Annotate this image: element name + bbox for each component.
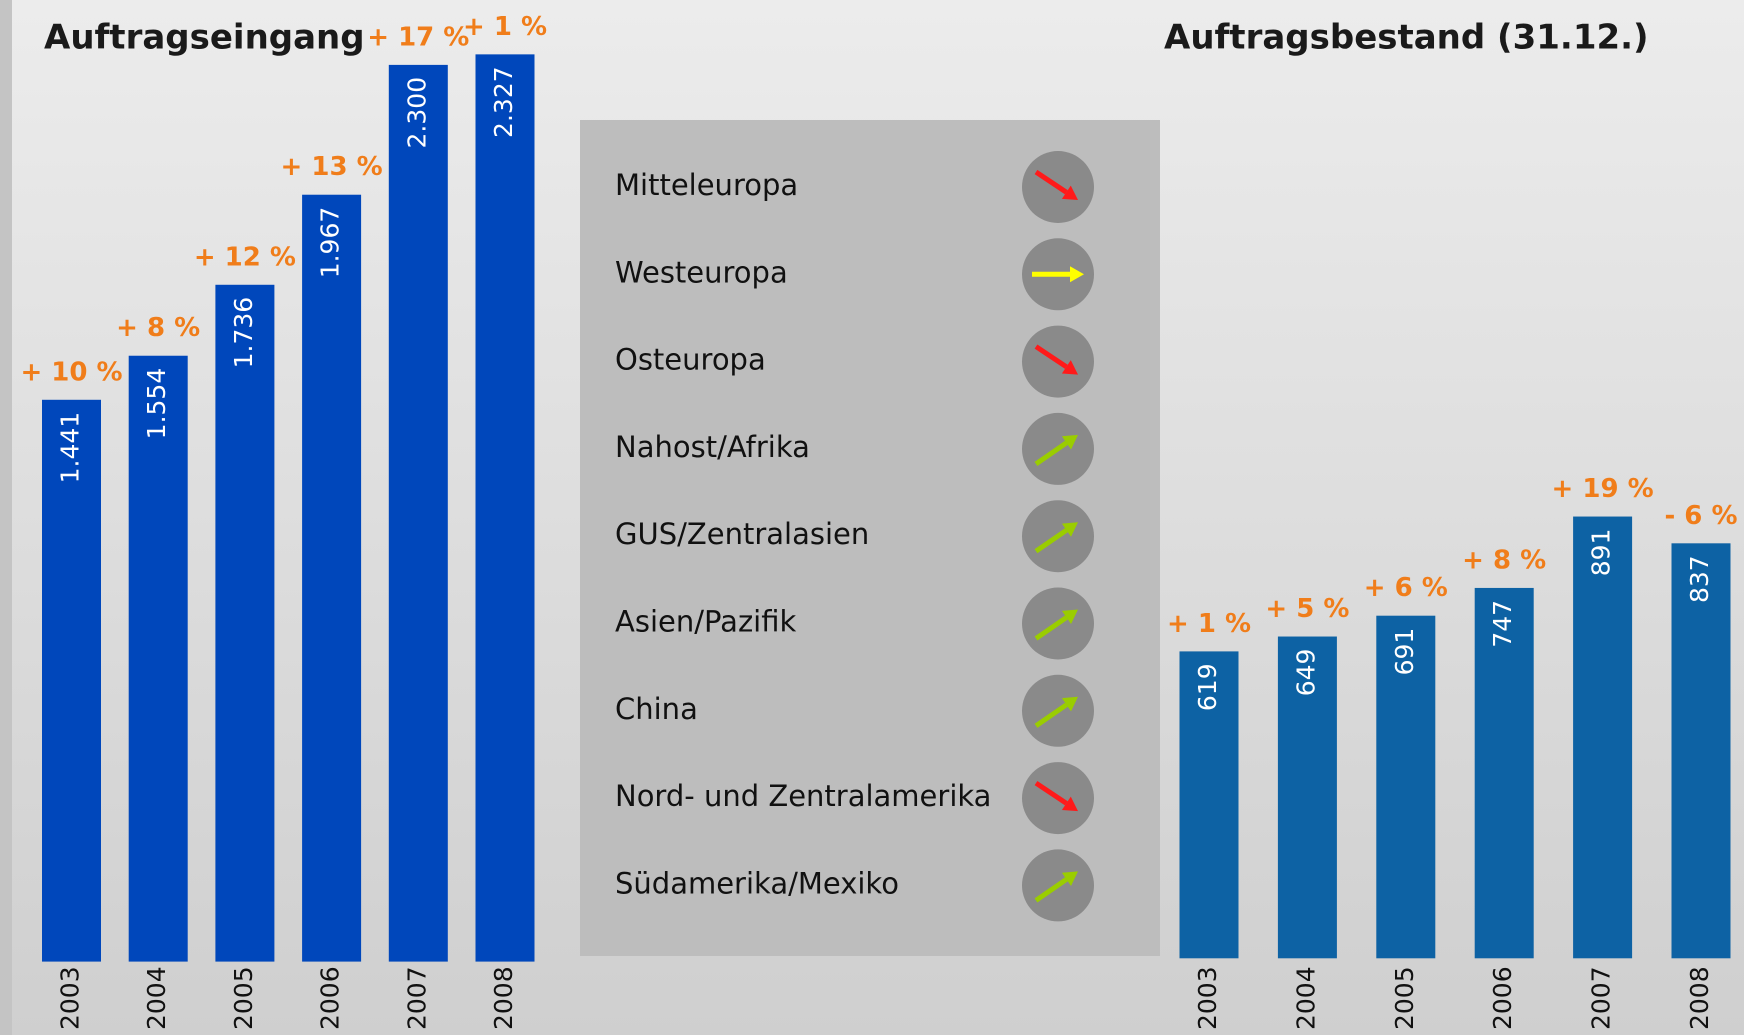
trend-arrowhead (1061, 796, 1078, 812)
bar (42, 399, 101, 962)
x-tick-label: 2007 (402, 966, 431, 1030)
growth-label: + 6 % (1364, 573, 1448, 603)
growth-label: + 1 % (1167, 609, 1251, 639)
bar (1573, 516, 1633, 959)
x-tick-label: 2006 (1488, 966, 1517, 1030)
trend-arrowhead (1061, 871, 1078, 886)
region-label: GUS/Zentralasien (615, 517, 869, 551)
data-label: 691 (1390, 628, 1419, 676)
trend-arrowhead (1061, 185, 1078, 200)
data-label: 1.554 (142, 368, 171, 440)
data-label: 837 (1685, 555, 1714, 603)
growth-label: + 17 % (367, 22, 469, 52)
trend-arrowhead (1061, 522, 1078, 537)
x-tick-label: 2008 (489, 966, 518, 1030)
bar (128, 355, 188, 962)
chart-title: Auftragsbestand (31.12.) (1164, 18, 1649, 58)
x-tick-label: 2005 (229, 966, 258, 1030)
x-tick-label: 2007 (1587, 966, 1616, 1030)
trend-arrowhead (1061, 434, 1078, 450)
bar (1179, 651, 1239, 959)
bar (1277, 636, 1337, 959)
region-label: Westeuropa (615, 255, 788, 289)
x-tick-label: 2003 (56, 966, 85, 1030)
x-tick-label: 2008 (1685, 966, 1714, 1030)
bar (388, 64, 448, 962)
data-label: 2.327 (489, 66, 518, 138)
data-label: 649 (1291, 649, 1320, 697)
x-tick-label: 2006 (316, 966, 345, 1030)
x-tick-label: 2003 (1193, 966, 1222, 1030)
bar (302, 194, 362, 962)
trend-arrow (1034, 702, 1068, 728)
trend-arrow (1034, 169, 1068, 195)
growth-label: - 6 % (1664, 501, 1737, 531)
bar (1671, 543, 1731, 959)
growth-label: + 19 % (1552, 474, 1654, 504)
growth-label: + 5 % (1265, 594, 1349, 624)
trend-arrowhead (1061, 696, 1078, 712)
growth-label: + 8 % (1462, 545, 1546, 575)
trend-arrow (1034, 344, 1068, 369)
trend-arrowhead (1061, 609, 1078, 625)
bar (1474, 587, 1534, 959)
data-label: 1.441 (56, 412, 85, 484)
data-label: 891 (1587, 529, 1616, 577)
trend-arrow (1034, 528, 1068, 554)
data-label: 2.300 (402, 77, 431, 149)
trend-arrowhead (1070, 266, 1084, 283)
region-label: Asien/Pazifik (615, 605, 796, 639)
region-label: Nahost/Afrika (615, 430, 810, 464)
growth-label: + 13 % (281, 152, 383, 182)
region-label: Südamerika/Mexiko (615, 866, 899, 900)
data-label: 747 (1488, 600, 1517, 648)
x-tick-label: 2004 (142, 966, 171, 1030)
x-tick-label: 2004 (1291, 966, 1320, 1030)
trend-arrowhead (1061, 360, 1078, 375)
bar (215, 284, 275, 962)
region-label: Nord- und Zentralamerika (615, 779, 991, 813)
data-label: 1.736 (229, 297, 258, 369)
x-tick-label: 2005 (1390, 966, 1419, 1030)
bar (1376, 615, 1436, 959)
region-label: China (615, 692, 698, 726)
edge-strip (0, 0, 12, 1035)
region-label: Osteuropa (615, 343, 766, 377)
bar (475, 54, 535, 962)
data-label: 619 (1193, 663, 1222, 711)
growth-label: + 1 % (463, 12, 547, 42)
data-label: 1.967 (316, 207, 345, 279)
trend-arrow (1034, 615, 1068, 641)
growth-label: + 12 % (194, 242, 296, 272)
growth-label: + 10 % (20, 357, 122, 387)
growth-label: + 8 % (116, 313, 200, 343)
region-label: Mitteleuropa (615, 168, 798, 202)
trend-arrow (1034, 781, 1068, 806)
trend-arrow (1034, 877, 1068, 903)
trend-arrow (1034, 440, 1068, 466)
chart-title: Auftragseingang (44, 18, 365, 58)
